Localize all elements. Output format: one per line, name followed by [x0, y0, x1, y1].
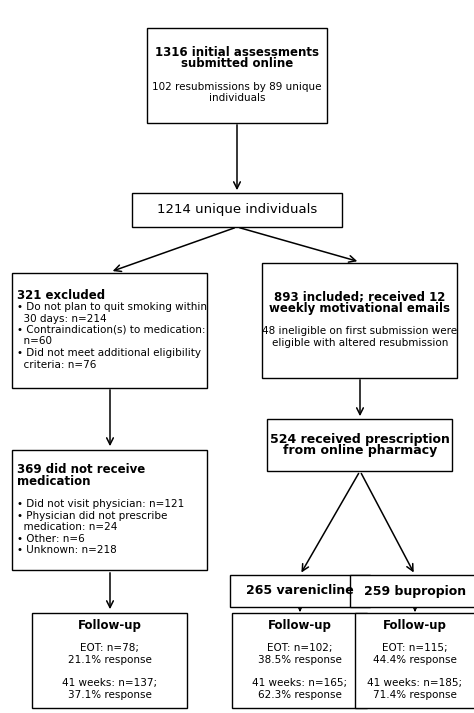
Text: 41 weeks: n=137;: 41 weeks: n=137;: [63, 678, 157, 688]
Text: 71.4% response: 71.4% response: [373, 689, 457, 699]
Text: medication: n=24: medication: n=24: [18, 522, 118, 532]
Text: 893 included; received 12: 893 included; received 12: [274, 290, 446, 304]
Bar: [263, 262, 457, 377]
Text: n=60: n=60: [18, 337, 53, 347]
Text: EOT: n=78;: EOT: n=78;: [81, 644, 139, 654]
Bar: [12, 272, 208, 387]
Bar: [350, 575, 474, 607]
Text: Follow-up: Follow-up: [268, 619, 332, 632]
Text: • Unknown: n=218: • Unknown: n=218: [18, 545, 117, 555]
Text: 259 bupropion: 259 bupropion: [364, 585, 466, 597]
Text: 62.3% response: 62.3% response: [258, 689, 342, 699]
Text: • Other: n=6: • Other: n=6: [18, 534, 85, 544]
Bar: [147, 28, 327, 123]
Text: 1214 unique individuals: 1214 unique individuals: [157, 203, 317, 217]
Text: 524 received prescription: 524 received prescription: [270, 433, 450, 446]
Text: • Did not meet additional eligibility: • Did not meet additional eligibility: [18, 348, 201, 358]
Text: • Did not visit physician: n=121: • Did not visit physician: n=121: [18, 499, 185, 509]
Text: 41 weeks: n=165;: 41 weeks: n=165;: [253, 678, 347, 688]
Text: 21.1% response: 21.1% response: [68, 655, 152, 665]
Text: 30 days: n=214: 30 days: n=214: [18, 314, 107, 324]
Text: • Do not plan to quit smoking within: • Do not plan to quit smoking within: [18, 302, 208, 312]
Text: submitted online: submitted online: [181, 57, 293, 70]
Text: 102 resubmissions by 89 unique: 102 resubmissions by 89 unique: [152, 81, 322, 91]
Text: Follow-up: Follow-up: [383, 619, 447, 632]
Text: medication: medication: [18, 475, 91, 488]
Bar: [230, 575, 370, 607]
Text: • Contraindication(s) to medication:: • Contraindication(s) to medication:: [18, 325, 206, 335]
Text: 37.1% response: 37.1% response: [68, 689, 152, 699]
Bar: [132, 193, 342, 227]
Text: from online pharmacy: from online pharmacy: [283, 444, 437, 457]
Text: • Physician did not prescribe: • Physician did not prescribe: [18, 511, 168, 520]
Text: 38.5% response: 38.5% response: [258, 655, 342, 665]
Bar: [267, 419, 453, 471]
Bar: [33, 612, 188, 707]
Text: Follow-up: Follow-up: [78, 619, 142, 632]
Bar: [233, 612, 367, 707]
Text: criteria: n=76: criteria: n=76: [18, 359, 97, 369]
Text: individuals: individuals: [209, 93, 265, 103]
Text: 321 excluded: 321 excluded: [18, 289, 106, 302]
Bar: [12, 450, 208, 570]
Text: weekly motivational emails: weekly motivational emails: [270, 302, 450, 315]
Text: EOT: n=102;: EOT: n=102;: [267, 644, 333, 654]
Text: 41 weeks: n=185;: 41 weeks: n=185;: [367, 678, 463, 688]
Text: 48 ineligible on first submission were: 48 ineligible on first submission were: [263, 327, 457, 337]
Bar: [355, 612, 474, 707]
Text: EOT: n=115;: EOT: n=115;: [382, 644, 448, 654]
Text: 1316 initial assessments: 1316 initial assessments: [155, 46, 319, 58]
Text: 369 did not receive: 369 did not receive: [18, 463, 146, 476]
Text: 265 varenicline: 265 varenicline: [246, 585, 354, 597]
Text: eligible with altered resubmission: eligible with altered resubmission: [272, 338, 448, 348]
Text: 44.4% response: 44.4% response: [373, 655, 457, 665]
